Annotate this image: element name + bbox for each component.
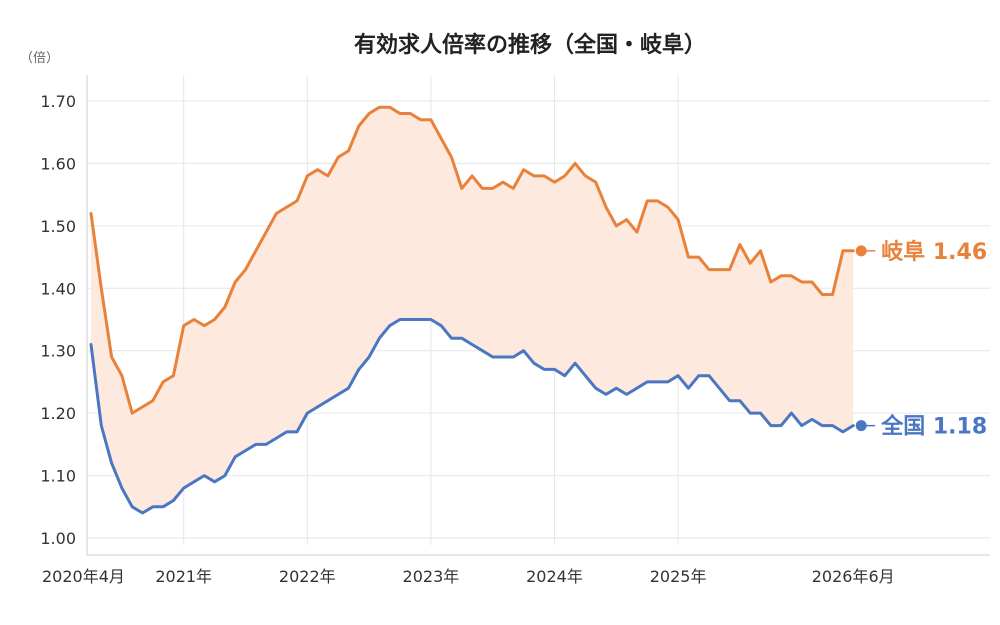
- y-tick-label: 1.10: [40, 467, 76, 486]
- y-tick-label: 1.70: [40, 92, 76, 111]
- y-tick-label: 1.40: [40, 279, 76, 298]
- tick-layer: 1.00 1.10 1.20 1.30 1.40 1.50 1.60 1.70 2020年4月 2…: [40, 92, 894, 586]
- end-label-national: 全国 1.18: [880, 414, 987, 440]
- series-line-gifu: [89, 105, 855, 415]
- label-layer: 岐阜 1.46 全国 1.18: [880, 239, 987, 440]
- x-tick-label: 2025年: [650, 567, 707, 586]
- y-tick-label: 1.00: [40, 529, 76, 548]
- y-tick-label: 1.20: [40, 404, 76, 423]
- chart-title: 有効求人倍率の推移（全国・岐阜）: [354, 32, 706, 58]
- x-tick-label: 2022年: [279, 567, 336, 586]
- range-band: [91, 107, 854, 513]
- x-tick-label: 2026年6月: [812, 567, 895, 586]
- x-tick-label: 2023年: [403, 567, 460, 586]
- y-tick-label: 1.60: [40, 154, 76, 173]
- band-layer: [91, 107, 854, 513]
- x-tick-label: 2024年: [526, 567, 583, 586]
- end-point-marker: [855, 420, 867, 432]
- x-tick-label: 2021年: [155, 567, 212, 586]
- y-tick-label: 1.50: [40, 217, 76, 236]
- end-label-gifu: 岐阜 1.46: [881, 239, 987, 265]
- y-tick-label: 1.30: [40, 342, 76, 361]
- end-point-marker: [855, 245, 867, 257]
- series-line-national: [89, 318, 855, 515]
- y-unit-label: （倍）: [20, 51, 59, 66]
- series-layer: [89, 105, 876, 515]
- x-tick-label: 2020年4月: [42, 567, 125, 586]
